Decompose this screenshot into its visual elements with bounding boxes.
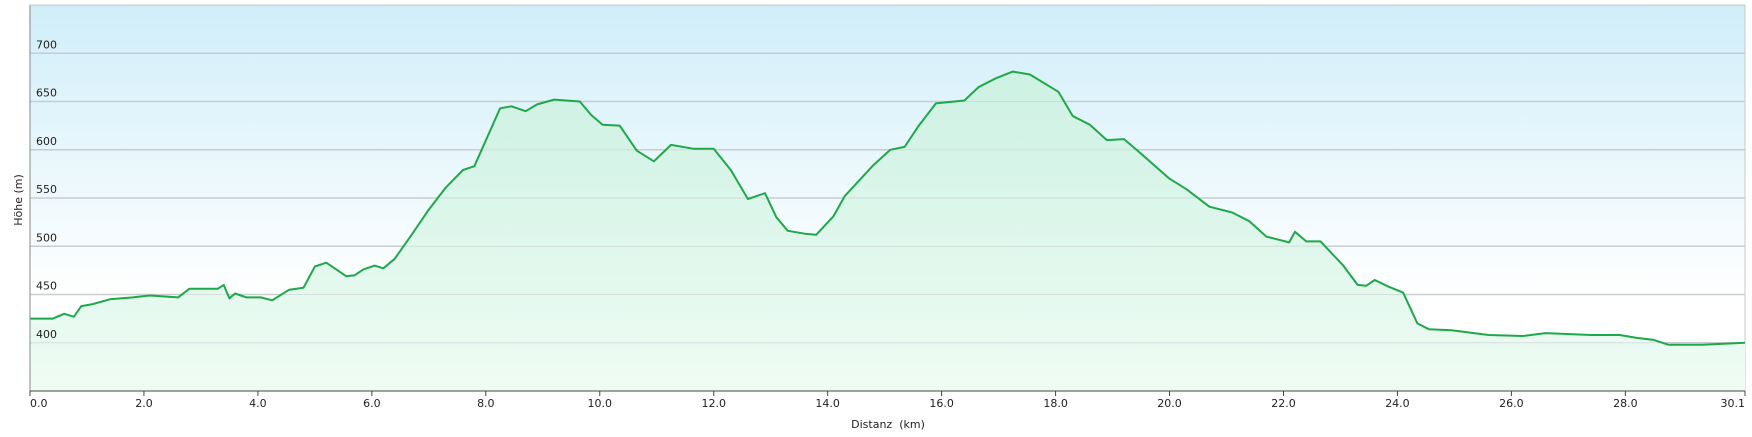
- x-tick-label: 4.0: [249, 397, 267, 410]
- x-tick-label: 6.0: [363, 397, 381, 410]
- elevation-area: [30, 71, 1745, 391]
- x-axis-title: Distanz (km): [851, 418, 925, 431]
- x-tick-label: 12.0: [701, 397, 726, 410]
- x-tick-label: 2.0: [135, 397, 153, 410]
- y-tick-label: 550: [36, 183, 57, 196]
- y-tick-label: 400: [36, 328, 57, 341]
- y-tick-label: 700: [36, 38, 57, 51]
- y-tick-label: 500: [36, 231, 57, 244]
- x-tick-label: 30.1: [1721, 397, 1746, 410]
- x-tick-label: 24.0: [1385, 397, 1410, 410]
- x-tick-label: 28.0: [1613, 397, 1638, 410]
- x-tick-label: 18.0: [1043, 397, 1068, 410]
- x-tick-label: 10.0: [588, 397, 613, 410]
- y-tick-label: 600: [36, 135, 57, 148]
- y-axis-title: Höhe (m): [12, 174, 25, 226]
- x-tick-label: 8.0: [477, 397, 495, 410]
- x-tick-label: 14.0: [815, 397, 840, 410]
- x-tick-label: 26.0: [1499, 397, 1524, 410]
- x-tick-label: 16.0: [929, 397, 954, 410]
- y-tick-label: 450: [36, 280, 57, 293]
- x-tick-label: 22.0: [1271, 397, 1296, 410]
- y-tick-label: 650: [36, 87, 57, 100]
- x-tick-label: 0.0: [30, 397, 48, 410]
- elevation-line: [30, 70, 1746, 346]
- x-tick-label: 20.0: [1157, 397, 1182, 410]
